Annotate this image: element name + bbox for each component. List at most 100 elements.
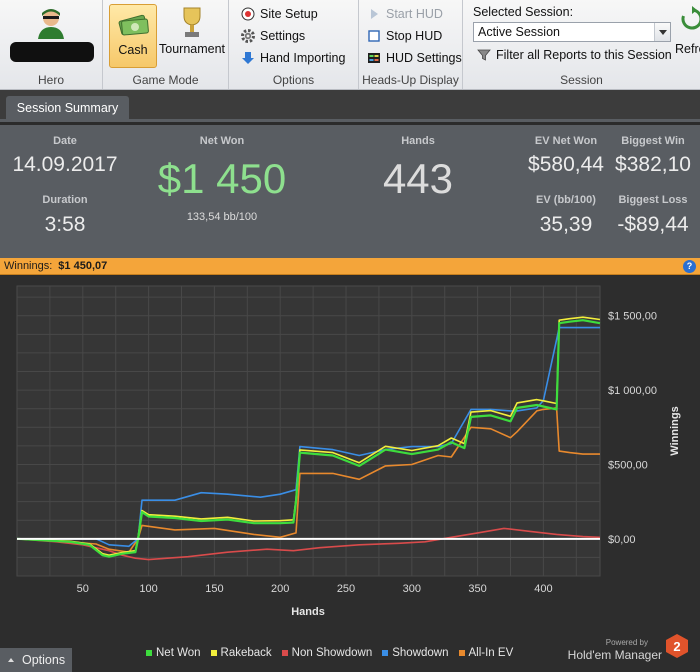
y-tick-label: $0,00 [608,534,636,546]
legend-swatch [458,650,465,656]
biggest-win-label: Biggest Win [621,135,685,147]
series-line-net-won [16,319,601,558]
tab-session-summary[interactable]: Session Summary [6,96,129,122]
legend-item-non-showdown[interactable]: Non Showdown [281,647,373,659]
chart-grid [17,286,600,577]
y-tick-label: $1 000,00 [608,385,657,397]
stop-icon [367,29,381,43]
hand-importing-button[interactable]: Hand Importing [241,51,345,65]
x-tick-label: 400 [534,583,552,595]
y-tick-label: $1 500,00 [608,311,657,323]
legend-label: Non Showdown [291,647,373,659]
legend-label: Showdown [392,647,449,659]
x-tick-label: 200 [271,583,289,595]
net-won-label: Net Won [199,135,245,147]
options-group-label: Options [272,73,315,87]
help-icon[interactable]: ? [683,260,696,273]
chart-options-label: Options [22,653,66,667]
hero-name-redacted[interactable] [10,42,94,62]
tournament-button[interactable]: Tournament [159,4,225,68]
svg-text:2: 2 [673,639,680,654]
site-setup-icon [241,7,255,21]
biggest-loss-value: -$89,44 [617,213,689,236]
start-hud-button[interactable]: Start HUD [367,7,443,21]
ev-bb-value: 35,39 [539,213,593,236]
x-tick-label: 350 [468,583,486,595]
hm2-logo-icon: 2 [666,634,688,658]
legend-swatch [382,650,389,656]
legend-swatch [146,650,152,656]
winnings-label: Winnings: [4,260,53,272]
report-tab-strip: Session Summary [0,90,700,122]
refresh-button[interactable]: Refre [675,4,700,68]
biggest-win-value: $382,10 [615,153,691,176]
x-axis-ticks: 50 100 150 200 250 300 350 400 [77,583,553,595]
duration-label: Duration [42,194,88,206]
x-tick-label: 300 [403,583,421,595]
selected-session-title: Selected Session: [473,5,574,19]
hero-group: Hero [0,0,103,89]
settings-button[interactable]: Settings [241,29,305,43]
game-mode-group-label: Game Mode [132,73,199,87]
series-line-showdown [17,326,600,548]
ev-net-won-label: EV Net Won [534,135,598,147]
legend-label: Net Won [156,647,201,659]
start-hud-label: Start HUD [386,7,443,21]
hud-settings-label: HUD Settings [386,51,462,65]
hud-group-label: Heads-Up Display [362,73,459,87]
date-label: Date [53,135,77,147]
stop-hud-label: Stop HUD [386,29,443,43]
session-group-label: Session [560,73,603,87]
legend-item-all-in-ev[interactable]: All-In EV [458,647,513,659]
hud-settings-icon [367,51,381,65]
chart-legend: Net Won Rakeback Non Showdown Showdown All-I… [146,647,513,659]
legend-label: Rakeback [220,647,272,659]
refresh-icon [681,6,700,30]
session-dropdown-value: Active Session [478,25,560,39]
net-won-bb-value: 133,54 bb/100 [186,211,258,223]
plot-background [16,285,601,577]
chart-options-button[interactable]: Options [0,648,72,672]
filter-reports-button[interactable]: Filter all Reports to this Session [477,48,672,62]
series-line-non-showdown [16,527,601,561]
brand-powered-text: Powered by [605,638,648,647]
legend-item-showdown[interactable]: Showdown [382,647,449,659]
date-value: 14.09.2017 [12,153,118,176]
hands-label: Hands [401,135,435,147]
hero-group-label: Hero [37,73,64,87]
settings-label: Settings [260,29,306,43]
cash-button[interactable]: Cash [109,4,157,68]
chart-footer: Options Net Won Rakeback Non Showdown Showd… [0,634,700,672]
ev-bb-label: EV (bb/100) [536,194,596,206]
ev-net-won-value: $580,44 [528,153,604,176]
trophy-icon [183,7,201,37]
brand-name-text: Hold'em Manager [567,648,662,662]
hud-settings-button[interactable]: HUD Settings [367,51,462,65]
cash-icon [118,14,149,36]
tournament-label: Tournament [159,42,226,56]
session-group: Selected Session: Active Session Filter … [463,0,700,89]
filter-icon [477,48,491,62]
session-dropdown[interactable]: Active Session [473,22,671,42]
legend-swatch [210,650,217,656]
stop-hud-button[interactable]: Stop HUD [367,29,442,43]
biggest-loss-label: Biggest Loss [618,194,688,206]
options-group: Site Setup Settings Hand Importing Optio… [229,0,359,89]
site-setup-label: Site Setup [260,7,318,21]
cash-label: Cash [118,43,148,57]
refresh-label: Refre [675,42,700,56]
winnings-value: $1 450,07 [58,260,108,272]
ribbon-toolbar: Hero Cash Tournament Game Mode [0,0,700,90]
legend-item-net-won[interactable]: Net Won [146,647,201,659]
hero-avatar-icon[interactable] [34,5,68,39]
chevron-down-icon[interactable] [654,23,670,41]
chart-series [16,316,601,561]
filter-reports-label: Filter all Reports to this Session [496,48,672,62]
hand-importing-label: Hand Importing [260,51,346,65]
gear-icon [241,29,255,43]
legend-swatch [281,650,288,656]
play-icon [367,7,381,21]
legend-item-rakeback[interactable]: Rakeback [210,647,272,659]
site-setup-button[interactable]: Site Setup [241,7,318,21]
series-line-rakeback [16,316,601,557]
